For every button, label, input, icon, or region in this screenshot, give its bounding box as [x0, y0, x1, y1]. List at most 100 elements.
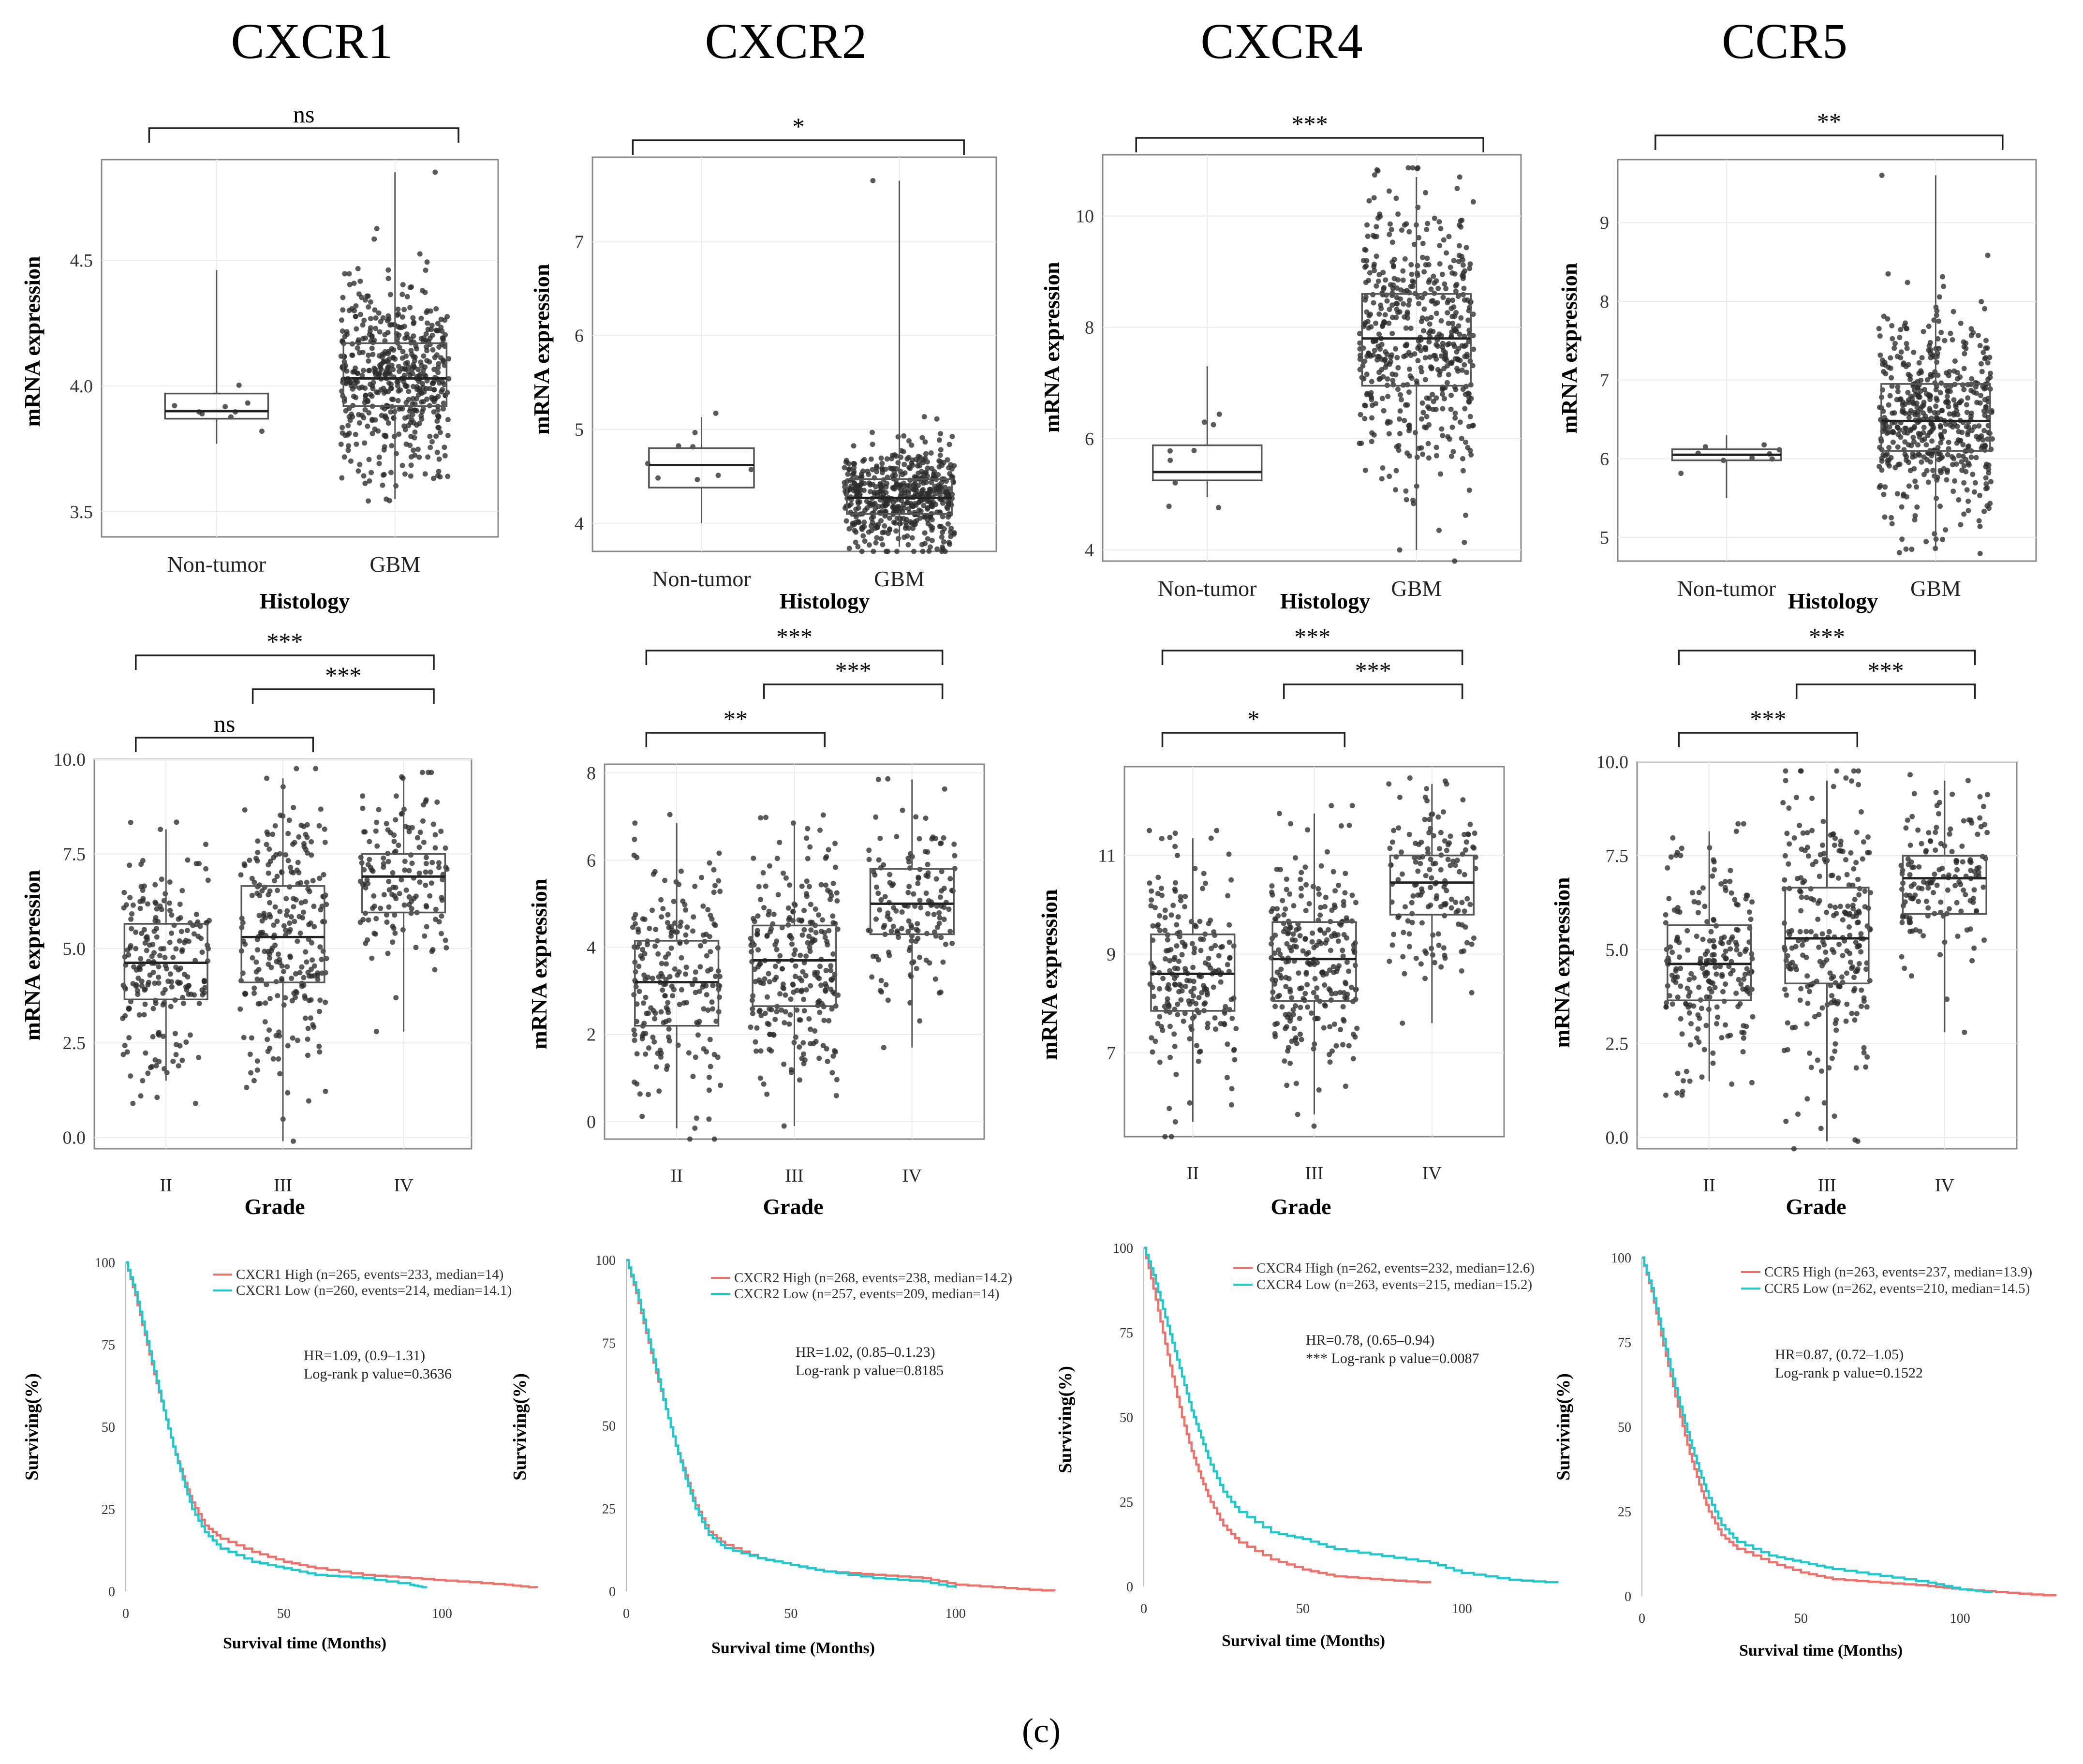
- legend-low: CXCR4 Low (n=263, events=215, median=15.…: [1256, 1277, 1532, 1292]
- data-point: [348, 458, 354, 464]
- data-point: [344, 368, 350, 374]
- data-point: [704, 953, 709, 959]
- data-point: [387, 292, 393, 297]
- data-point: [362, 407, 368, 413]
- data-point: [947, 529, 953, 535]
- data-point: [1830, 873, 1835, 878]
- data-point: [1450, 297, 1455, 303]
- data-point: [799, 918, 805, 923]
- data-point: [385, 359, 391, 365]
- data-point: [1441, 945, 1447, 951]
- data-point: [355, 345, 360, 351]
- data-point: [1712, 958, 1717, 964]
- data-point: [1424, 255, 1430, 261]
- data-point: [136, 1012, 142, 1018]
- data-point: [1844, 872, 1850, 877]
- data-point: [1986, 466, 1992, 472]
- data-point: [1335, 938, 1341, 944]
- data-point: [395, 312, 400, 318]
- data-point: [1402, 256, 1408, 262]
- data-point: [275, 993, 281, 999]
- data-point: [1453, 288, 1459, 294]
- data-point: [259, 429, 265, 434]
- data-point: [661, 1020, 666, 1025]
- data-point: [409, 825, 415, 830]
- data-point: [1944, 477, 1950, 483]
- data-point: [1879, 467, 1885, 473]
- data-point: [1429, 875, 1434, 881]
- data-point: [828, 968, 834, 973]
- iqr-box: [240, 885, 325, 983]
- data-point: [1834, 768, 1840, 774]
- data-point: [1428, 885, 1433, 890]
- data-point: [1381, 285, 1387, 291]
- data-point: [1193, 924, 1199, 930]
- data-point: [866, 847, 872, 853]
- data-point: [1406, 944, 1412, 949]
- significance-bracket: [251, 688, 435, 704]
- data-point: [1434, 300, 1440, 306]
- data-point: [1734, 927, 1739, 933]
- data-point: [399, 877, 404, 883]
- data-point: [1304, 982, 1310, 988]
- data-point: [1907, 772, 1913, 778]
- data-point: [1172, 982, 1178, 988]
- data-point: [1888, 355, 1893, 361]
- data-point: [265, 1037, 270, 1042]
- data-point: [1942, 429, 1948, 434]
- data-point: [1415, 165, 1421, 171]
- data-point: [318, 806, 324, 812]
- data-point: [319, 957, 325, 963]
- data-point: [1191, 978, 1197, 984]
- data-point: [1203, 880, 1208, 886]
- data-point: [1919, 459, 1924, 465]
- data-point: [135, 992, 141, 997]
- data-point: [401, 423, 407, 429]
- data-point: [1886, 463, 1892, 469]
- data-point: [1923, 848, 1929, 854]
- data-point: [1465, 317, 1471, 323]
- data-point: [1683, 1001, 1689, 1007]
- data-point: [1448, 306, 1454, 311]
- data-point: [1691, 899, 1697, 904]
- data-point: [932, 491, 938, 497]
- data-point: [399, 366, 405, 371]
- data-point: [869, 974, 875, 980]
- data-point: [763, 883, 768, 889]
- data-point: [1678, 471, 1684, 476]
- y-tick-label: 0.0: [63, 1128, 86, 1148]
- data-point: [1182, 983, 1188, 989]
- data-point: [710, 1006, 716, 1012]
- data-point: [1362, 358, 1368, 364]
- data-point: [777, 991, 783, 997]
- data-point: [157, 953, 163, 959]
- data-point: [1833, 1017, 1839, 1023]
- data-point: [653, 927, 659, 933]
- data-point: [1284, 887, 1289, 892]
- data-point: [1322, 930, 1328, 936]
- data-point: [1948, 330, 1953, 336]
- data-point: [1675, 994, 1681, 1000]
- data-point: [311, 904, 317, 909]
- data-point: [1415, 358, 1421, 364]
- data-point: [805, 940, 811, 946]
- data-point: [402, 859, 408, 864]
- data-point: [274, 919, 280, 924]
- data-point: [773, 975, 779, 980]
- data-point: [1216, 967, 1222, 973]
- data-point: [1729, 1081, 1735, 1087]
- data-point: [851, 465, 857, 471]
- data-point: [1728, 890, 1734, 896]
- data-point: [1328, 948, 1333, 953]
- data-point: [715, 473, 721, 478]
- data-point: [1916, 451, 1921, 457]
- data-point: [1349, 803, 1355, 809]
- data-point: [1843, 775, 1849, 781]
- data-point: [345, 423, 351, 429]
- y-tick-label: 8: [1600, 292, 1609, 312]
- data-point: [272, 904, 278, 910]
- data-point: [303, 1015, 308, 1021]
- data-point: [1170, 903, 1176, 908]
- data-point: [1710, 1060, 1716, 1066]
- data-point: [1904, 494, 1909, 500]
